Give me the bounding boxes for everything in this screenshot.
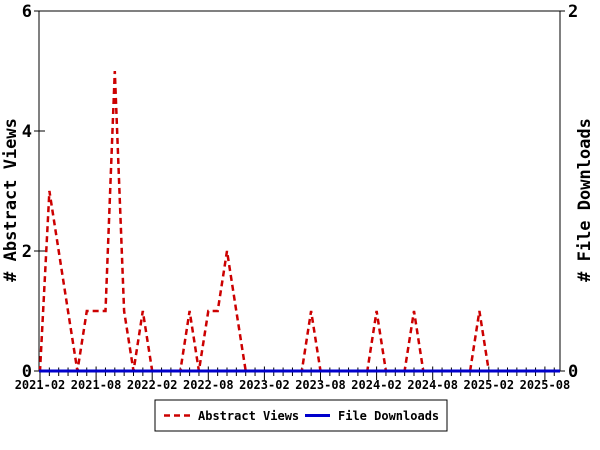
x-tick-label: 2023-02	[239, 378, 290, 392]
x-tick-label: 2025-02	[464, 378, 515, 392]
x-tick-label: 2024-02	[351, 378, 402, 392]
left-y-axis-title: # Abstract Views	[1, 118, 21, 282]
y-tick-label-right: 0	[568, 362, 578, 382]
x-tick-label: 2022-02	[127, 378, 178, 392]
x-axis-ticks: 2021-02 2021-08 2022-02 2022-08 2023-02 2023-…	[15, 366, 571, 392]
legend-border	[154, 399, 448, 432]
x-tick-label: 2021-08	[71, 378, 122, 392]
x-tick-label: 2021-02	[15, 378, 66, 392]
abstract-views-legend-label: Abstract Views	[198, 409, 299, 423]
file-downloads-legend-label: File Downloads	[338, 409, 439, 423]
abstract-views-line	[38, 70, 560, 373]
x-tick-label: 2024-08	[407, 378, 458, 392]
y-tick-label-left: 0	[22, 362, 32, 382]
y-tick-label-right: 2	[568, 2, 578, 22]
y-tick-label-left: 4	[22, 122, 32, 142]
y-tick-label-left: 2	[22, 242, 32, 262]
x-tick-label: 2025-08	[520, 378, 571, 392]
left-y-axis-ticks: 0 2 4 6	[22, 2, 45, 382]
x-tick-label: 2023-08	[295, 378, 346, 392]
x-tick-label: 2022-08	[183, 378, 234, 392]
legend-box: Abstract Views File Downloads	[154, 399, 448, 432]
right-y-axis-title: # File Downloads	[575, 118, 595, 282]
y-tick-label-left: 6	[22, 2, 32, 22]
plot-border	[38, 10, 561, 372]
